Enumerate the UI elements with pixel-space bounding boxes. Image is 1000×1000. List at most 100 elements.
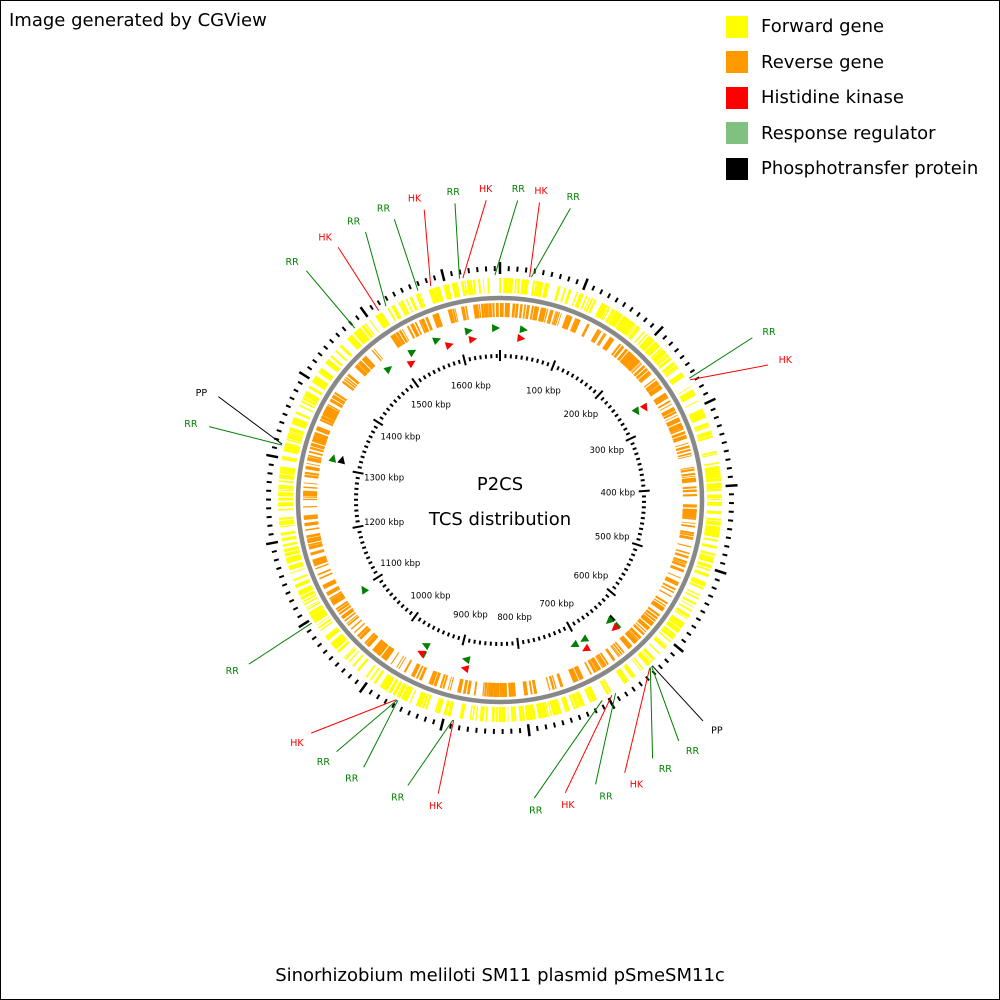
forward-gene (666, 620, 681, 632)
forward-gene (281, 535, 297, 542)
outer-tick (621, 301, 627, 308)
reverse-gene (591, 657, 602, 671)
reverse-gene (323, 581, 337, 590)
ruler-label-600: 600 kbp (574, 571, 609, 581)
forward-gene (529, 704, 534, 720)
ruler-tick (357, 466, 362, 469)
ruler-tick (532, 637, 536, 643)
forward-gene (631, 659, 642, 672)
ruler-tick (584, 382, 589, 387)
forward-gene (361, 325, 372, 339)
forward-gene (608, 310, 618, 325)
ruler-tick (411, 377, 420, 388)
forward-gene (661, 361, 675, 372)
forward-gene (279, 470, 295, 476)
feature-label-rr: RR (599, 791, 613, 802)
reverse-gene (367, 635, 379, 648)
outer-tick (384, 295, 389, 301)
forward-gene (280, 466, 296, 472)
ruler-tick (547, 633, 552, 638)
forward-gene (284, 443, 300, 450)
forward-gene (278, 516, 294, 520)
forward-gene (670, 615, 685, 627)
leader-line-hk (624, 667, 651, 773)
outer-tick (298, 370, 311, 380)
ruler-tick (461, 634, 467, 646)
reverse-gene (475, 304, 480, 319)
reverse-gene (308, 543, 323, 550)
ruler-tick (530, 357, 534, 362)
ruler-tick (379, 416, 384, 421)
ruler-tick (400, 603, 405, 609)
tcs-arrow-rr (421, 643, 431, 651)
forward-gene (684, 400, 699, 408)
feature-label-hk: HK (779, 355, 793, 366)
reverse-gene (511, 682, 514, 697)
forward-gene (365, 664, 376, 678)
outer-tick (674, 347, 680, 353)
forward-gene (401, 685, 411, 701)
reverse-gene (363, 356, 375, 369)
reverse-gene (390, 652, 400, 665)
forward-gene (375, 314, 387, 329)
ruler-tick (396, 395, 402, 400)
reverse-gene (631, 363, 643, 374)
outer-tick (276, 566, 282, 571)
ruler-tick (410, 611, 419, 622)
reverse-gene (674, 552, 689, 559)
reverse-gene (628, 359, 640, 372)
tcs-arrow-hk (468, 336, 477, 344)
reverse-gene (309, 446, 324, 453)
outer-tick (449, 270, 453, 277)
reverse-gene (681, 475, 696, 479)
forward-gene (652, 349, 665, 361)
reverse-gene (306, 533, 321, 539)
reverse-gene (473, 681, 477, 696)
forward-gene (403, 686, 414, 702)
outer-tick (662, 334, 668, 340)
outer-tick (704, 397, 716, 405)
reverse-gene (677, 543, 692, 548)
reverse-gene (675, 445, 690, 452)
forward-gene (288, 563, 304, 571)
forward-gene (627, 324, 638, 338)
ruler-tick (365, 556, 371, 560)
reverse-gene (650, 601, 664, 612)
forward-gene (303, 596, 318, 606)
reverse-gene (303, 515, 318, 521)
forward-gene (278, 519, 295, 525)
forward-gene (279, 468, 296, 473)
forward-gene (308, 385, 323, 396)
forward-gene (610, 312, 622, 327)
reverse-gene (447, 676, 453, 691)
outer-tick (569, 717, 574, 723)
reverse-gene (401, 328, 410, 342)
forward-gene (345, 648, 357, 661)
reverse-gene (613, 345, 625, 359)
reverse-gene (570, 318, 579, 333)
forward-gene (282, 455, 298, 461)
outer-tick (306, 628, 312, 634)
legend-swatch-reverse-gene (726, 51, 748, 74)
forward-gene (675, 607, 690, 618)
forward-gene (285, 442, 301, 447)
reverse-gene (514, 303, 519, 318)
tcs-arrow-hk (517, 333, 526, 342)
reverse-gene (358, 627, 372, 640)
outer-tick (440, 269, 446, 282)
forward-gene (704, 526, 721, 533)
outer-tick (416, 280, 420, 287)
outer-tick (606, 293, 612, 299)
reverse-gene (381, 645, 392, 659)
outer-tick (593, 708, 598, 714)
reverse-gene (680, 466, 695, 470)
reverse-gene (345, 376, 358, 387)
tcs-arrow-hk (417, 650, 427, 658)
ruler-tick (422, 620, 427, 625)
forward-gene (286, 435, 302, 443)
forward-gene (704, 528, 720, 532)
outer-tick (267, 472, 273, 475)
outer-tick (638, 681, 643, 687)
forward-gene (550, 699, 558, 716)
